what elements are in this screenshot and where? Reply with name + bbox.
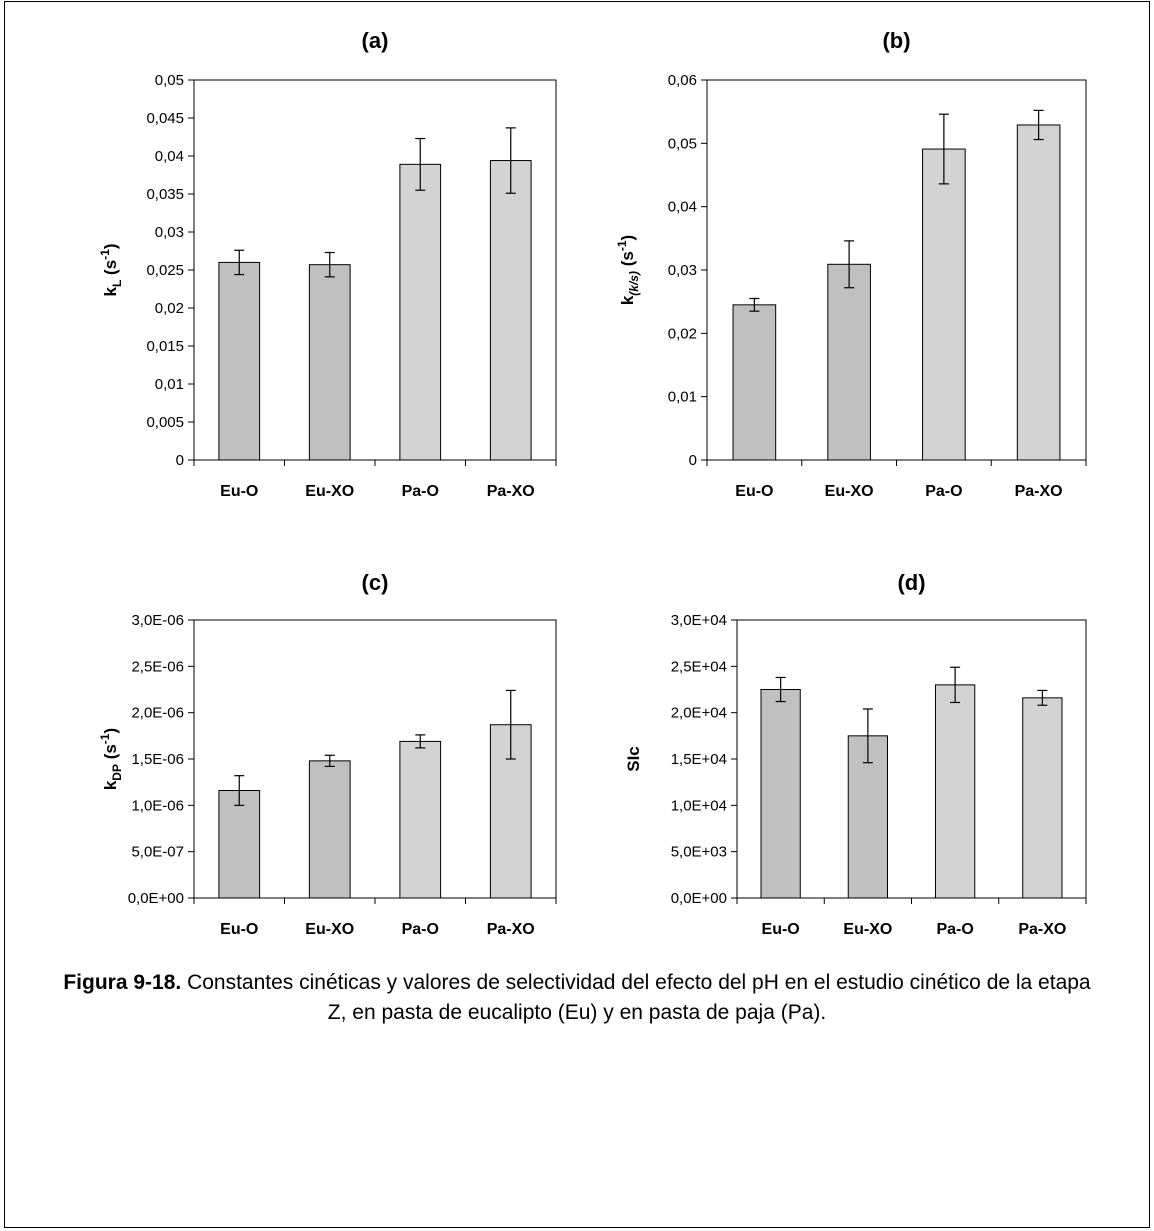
bar: [218, 790, 261, 899]
chart-title: (b): [882, 28, 910, 53]
y-tick-label: 0,04: [668, 199, 697, 216]
bar: [218, 261, 261, 461]
bar: [934, 684, 976, 899]
charts-canvas: (a) 0 0,005 0,01 0,015 0,02 0,025 0,03 0,035 0,04…: [98, 28, 1087, 938]
chart-3: (d) 0,0E+00 5,0E+03 1,0E+04 1,5E+04 2,0E+04 2,…: [624, 570, 1087, 938]
x-tick-label: Pa-XO: [487, 483, 535, 500]
y-tick-label: 0,025: [146, 262, 184, 279]
figure-frame: [4, 1, 1150, 1228]
bar: [1022, 697, 1063, 899]
bar: [308, 760, 351, 899]
y-tick-label: 0: [176, 452, 184, 469]
x-tick-label: Pa-XO: [1018, 921, 1066, 938]
x-tick-label: Eu-O: [220, 921, 258, 938]
y-tick-label: 2,0E+04: [671, 705, 727, 722]
x-tick-label: Pa-XO: [487, 921, 535, 938]
y-axis-label: k(k/s) (s-1): [615, 235, 641, 305]
y-tick-label: 2,5E+04: [671, 658, 727, 675]
caption-text: Constantes cinéticas y valores de select…: [181, 971, 1091, 1024]
bar: [1016, 124, 1061, 461]
y-tick-label: 0,045: [146, 110, 184, 127]
x-tick-label: Pa-XO: [1015, 483, 1063, 500]
x-tick-label: Pa-O: [936, 921, 973, 938]
y-axis-label: kL (s-1): [98, 244, 124, 297]
y-axis-label: SIc: [624, 746, 643, 772]
y-axis-label: kDP (s-1): [98, 728, 124, 790]
y-tick-label: 0,01: [155, 376, 184, 393]
x-tick-label: Pa-O: [925, 483, 962, 500]
chart-title: (d): [897, 570, 925, 595]
bar: [760, 689, 801, 899]
bar: [489, 160, 532, 461]
chart-1: (b) 0 0,01 0,02 0,03 0,04 0,05 0,06 Eu-O Eu-XO Pa-…: [615, 28, 1087, 500]
y-tick-label: 1,0E-06: [131, 797, 184, 814]
y-tick-label: 1,0E+04: [671, 797, 727, 814]
caption-label: Figura 9-18.: [63, 971, 182, 994]
y-tick-label: 0,0E+00: [128, 890, 184, 907]
x-tick-label: Eu-XO: [305, 921, 354, 938]
y-tick-label: 3,0E-06: [131, 612, 184, 629]
y-tick-label: 5,0E+03: [671, 844, 727, 861]
y-tick-label: 2,0E-06: [131, 705, 184, 722]
y-tick-label: 5,0E-07: [131, 844, 184, 861]
y-tick-label: 0,0E+00: [671, 890, 727, 907]
x-tick-label: Eu-O: [735, 483, 773, 500]
bar: [399, 163, 442, 461]
y-tick-label: 3,0E+04: [671, 612, 727, 629]
chart-title: (a): [362, 28, 389, 53]
bar: [308, 264, 351, 461]
y-tick-label: 0,02: [668, 325, 697, 342]
y-tick-label: 1,5E+04: [671, 751, 727, 768]
y-tick-label: 0,035: [146, 186, 184, 203]
y-tick-label: 0,01: [668, 389, 697, 406]
y-tick-label: 0,04: [155, 148, 184, 165]
x-tick-label: Eu-O: [220, 483, 258, 500]
y-tick-label: 2,5E-06: [131, 658, 184, 675]
y-tick-label: 0,06: [668, 72, 697, 89]
bar: [399, 740, 442, 899]
bar: [922, 148, 966, 461]
y-tick-label: 0: [689, 452, 697, 469]
bar: [827, 263, 871, 461]
y-tick-label: 0,03: [668, 262, 697, 279]
bar: [732, 304, 777, 461]
x-tick-label: Pa-O: [402, 483, 439, 500]
y-tick-label: 0,05: [155, 72, 184, 89]
x-tick-label: Pa-O: [402, 921, 439, 938]
chart-2: (c) 0,0E+00 5,0E-07 1,0E-06 1,5E-06 2,0E-06 2,…: [98, 570, 557, 938]
y-tick-label: 0,015: [146, 338, 184, 355]
figure-caption: Figura 9-18. Constantes cinéticas y valo…: [60, 968, 1094, 1028]
y-tick-label: 1,5E-06: [131, 751, 184, 768]
y-tick-label: 0,02: [155, 300, 184, 317]
x-tick-label: Eu-XO: [843, 921, 892, 938]
y-tick-label: 0,005: [146, 414, 184, 431]
x-tick-label: Eu-O: [762, 921, 800, 938]
y-tick-label: 0,05: [668, 135, 697, 152]
chart-0: (a) 0 0,005 0,01 0,015 0,02 0,025 0,03 0,035 0,04…: [98, 28, 557, 500]
x-tick-label: Eu-XO: [825, 483, 874, 500]
y-tick-label: 0,03: [155, 224, 184, 241]
chart-title: (c): [362, 570, 389, 595]
x-tick-label: Eu-XO: [305, 483, 354, 500]
